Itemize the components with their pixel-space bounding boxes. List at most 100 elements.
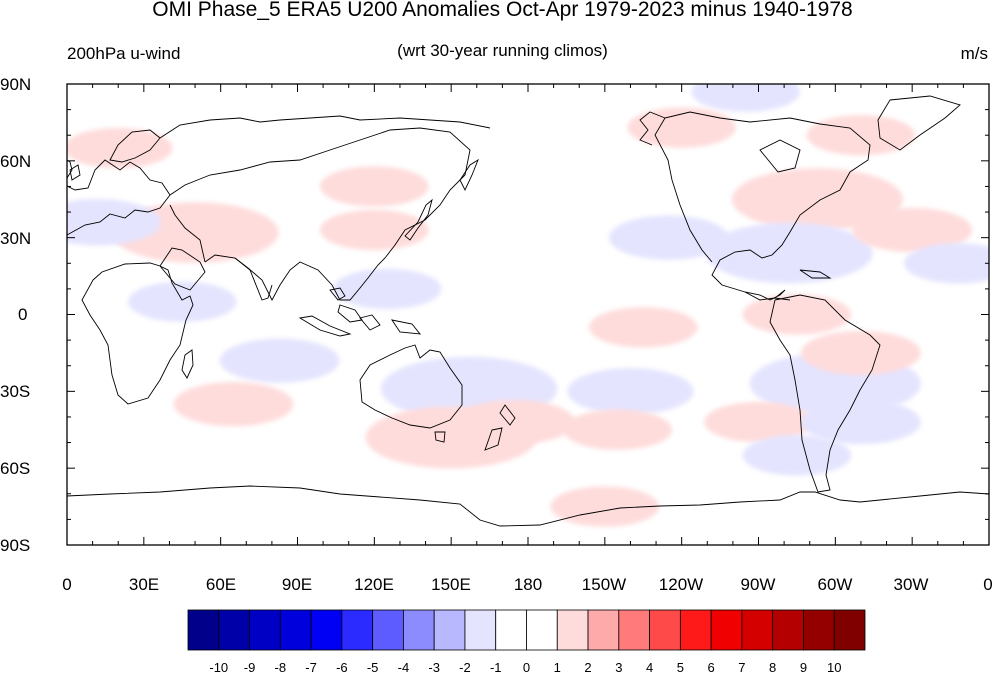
anomaly-contour [320,166,429,207]
colorbar-box [249,609,281,651]
anomaly-center [742,294,852,335]
anomaly-center [219,338,340,383]
anomaly-contour [320,209,429,251]
colorbar-label: -5 [366,660,379,675]
anomaly-contour [127,281,237,322]
colorbar-box [587,609,620,651]
colorbar-box [310,609,343,651]
colorbar-box [772,609,804,651]
colorbar-label: 10 [826,660,842,675]
colorbar-box [372,609,404,651]
anomaly-contour [731,168,904,231]
lat-label-90s: 90S [0,536,31,555]
lat-label-30s: 30S [0,382,31,401]
colorbar-box [341,609,374,651]
lat-label-90n: 90N [0,75,32,94]
lon-label: 0 [62,575,72,594]
colorbar-box [649,609,681,651]
anomaly-contour [806,115,916,156]
colorbar-label: 7 [738,660,746,675]
anomaly-contour [627,107,736,148]
anomaly-center [567,368,694,415]
colorbar-box [618,609,650,651]
colorbar-label: 8 [769,660,777,675]
anomaly-center [627,107,736,148]
anomaly-center [801,399,921,445]
lat-label-30n: 30N [0,229,32,248]
anomaly-contour [219,338,340,383]
anomaly-center [806,115,916,156]
anomaly-contour [742,294,852,335]
anomaly-contour [608,215,729,260]
anomaly-contour [567,368,694,415]
units-label: m/s [960,44,988,63]
colorbar-box [679,609,712,651]
lon-label: 30W [893,575,929,594]
colorbar-label: 6 [707,660,715,675]
colorbar-box [403,609,435,651]
lon-label: 60W [817,575,853,594]
lon-label: 180 [513,575,543,594]
colorbar-label: -7 [305,660,317,675]
anomaly-center [320,166,429,207]
lon-label: 120E [354,575,394,594]
colorbar-label: -2 [459,660,471,675]
colorbar-label: -3 [428,660,440,675]
anomaly-contour [173,381,294,427]
anomaly-center [903,243,989,284]
anomaly-contour [801,399,921,445]
colorbar-label: -10 [209,660,229,675]
lon-label: 90E [281,575,313,594]
colorbar-box [741,609,774,651]
colorbar-box [495,609,527,651]
colorbar-label: 0 [522,660,531,675]
colorbar-box [279,609,312,651]
colorbar-label: 2 [584,660,592,675]
lon-label: 120W [658,575,704,594]
lon-label: 30E [128,575,160,594]
anomaly-contour [801,330,921,376]
colorbar-label: 9 [799,660,808,675]
lat-label-60n: 60N [0,152,32,171]
colorbar-box [187,609,220,651]
colorbar-label: -9 [243,660,256,675]
lon-label: 0 [983,575,993,594]
anomaly-contour [332,268,442,310]
anomaly-contour [903,243,989,284]
coastlines [67,95,989,527]
anomaly-center [705,222,873,284]
axis-ticks [66,83,990,546]
colorbar-label: -1 [489,660,502,675]
lon-label: 150E [431,575,471,594]
anomaly-center [731,168,904,231]
anomaly-center [704,401,813,443]
anomaly-center [332,268,442,310]
anomaly-contour [550,486,660,527]
colorbar-label: 1 [553,660,561,675]
anomaly-center [852,207,973,253]
anomaly-center [563,409,672,450]
colorbar-box [433,609,466,651]
anomaly-contour [705,222,873,284]
anomaly-contour [455,399,576,445]
anomaly-center [588,307,698,348]
lon-label: 90W [740,575,776,594]
colorbar-label: -8 [274,660,287,675]
anomaly-center [127,281,237,322]
colorbar-box [803,609,835,651]
colorbar-label: 5 [676,660,684,675]
colorbar-box [833,609,866,651]
figure-title: OMI Phase_5 ERA5 U200 Anomalies Oct-Apr … [152,0,853,21]
colorbar-label: 4 [645,660,654,675]
lat-label-eq: 0 [18,305,28,324]
anomaly-contour [742,435,852,476]
anomaly-contour [852,207,973,253]
colorbar-box [464,609,497,651]
colorbar-box [710,609,743,651]
anomaly-center [67,199,161,246]
colorbar-label: -6 [336,660,348,675]
anomaly-contour [588,307,698,348]
variable-label: 200hPa u-wind [67,44,181,63]
anomaly-contour [563,409,672,450]
